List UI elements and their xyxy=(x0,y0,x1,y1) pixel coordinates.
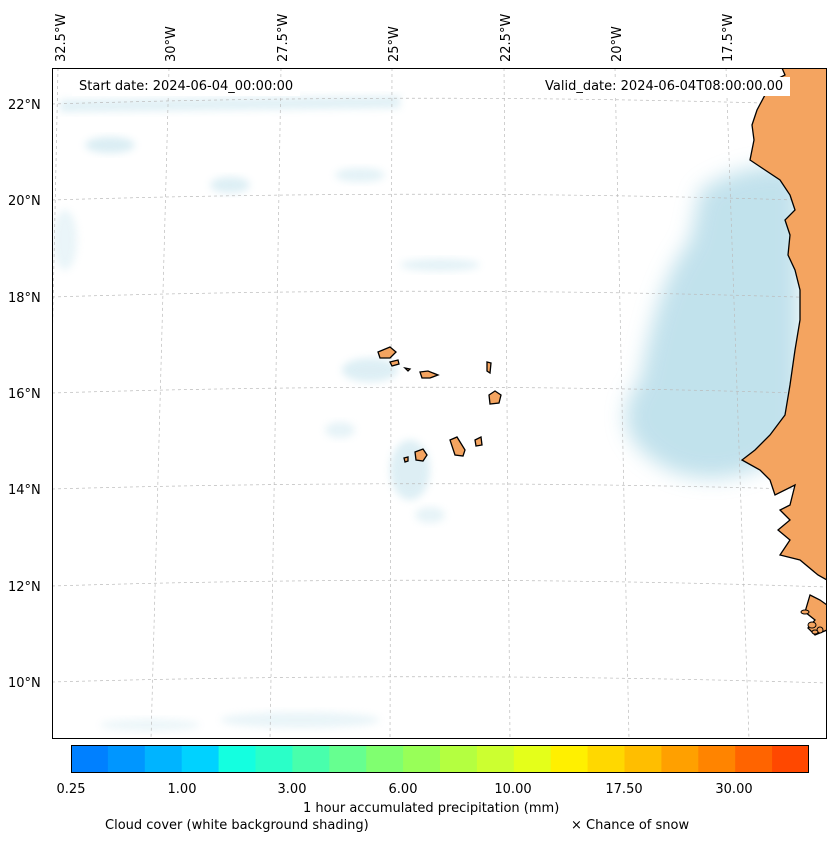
cloud-patch-5 xyxy=(342,358,398,382)
cloud-patch-4 xyxy=(400,259,480,271)
cloud-patch-9 xyxy=(220,712,380,728)
colorbar-tick: 6.00 xyxy=(388,782,418,797)
colorbar-cell xyxy=(144,745,183,773)
colorbar-cell xyxy=(218,745,256,773)
colorbar-tick: 1.00 xyxy=(167,782,197,797)
island-santo-antao xyxy=(377,346,397,359)
cloud-patch-7 xyxy=(325,422,355,438)
island-maio xyxy=(474,436,483,447)
lon-label-32-5w: 32.5°W xyxy=(54,13,69,62)
colorbar-cell xyxy=(476,745,515,773)
bissagos-islands xyxy=(800,609,824,635)
lon-label-17-5w: 17.5°W xyxy=(721,13,736,62)
cloud-streaks-north xyxy=(60,96,400,112)
cloud-patch-3 xyxy=(335,168,385,182)
colorbar-tick: 10.00 xyxy=(494,782,532,797)
colorbar-cell xyxy=(550,745,589,773)
africa-south-segment xyxy=(804,594,827,636)
lon-label-20w: 20°W xyxy=(610,26,625,62)
lat-label-22n: 22°N xyxy=(8,98,41,113)
valid-date-box: Valid_date: 2024-06-04T08:00:00.00 xyxy=(538,77,791,96)
map-panel[interactable] xyxy=(52,68,827,739)
island-sal xyxy=(486,361,492,375)
colorbar-cell xyxy=(366,745,404,773)
cloud-patch-10 xyxy=(100,719,200,731)
lat-label-12n: 12°N xyxy=(8,580,41,595)
cloud-cover xyxy=(53,96,800,731)
lon-label-25w: 25°W xyxy=(387,26,402,62)
colorbar-label: 1 hour accumulated precipitation (mm) xyxy=(303,801,560,816)
island-sao-vicente xyxy=(389,359,400,367)
lat-label-10n: 10°N xyxy=(8,676,41,691)
africa-land xyxy=(740,68,827,581)
colorbar-tick: 0.25 xyxy=(56,782,86,797)
colorbar-cell xyxy=(587,745,625,773)
colorbar-cell xyxy=(255,745,293,773)
colorbar xyxy=(71,745,809,773)
island-brava xyxy=(403,456,409,463)
colorbar-cell xyxy=(403,745,441,773)
lon-label-27-5w: 27.5°W xyxy=(276,13,291,62)
coastal-cloud-band xyxy=(625,166,800,479)
colorbar-tick: 3.00 xyxy=(277,782,307,797)
island-sao-nicolau xyxy=(419,370,440,379)
island-fogo xyxy=(414,448,428,462)
colorbar-cell xyxy=(735,745,773,773)
colorbar-cell xyxy=(698,745,736,773)
colorbar-cell xyxy=(624,745,662,773)
map-border xyxy=(52,68,827,739)
start-date-box: Start date: 2024-06-04_00:00:00 xyxy=(72,77,301,96)
cloud-patch-11 xyxy=(53,210,77,270)
colorbar-tick: 17.50 xyxy=(605,782,643,797)
island-boa-vista xyxy=(488,390,502,405)
lat-label-16n: 16°N xyxy=(8,387,41,402)
gridlines xyxy=(52,68,827,739)
colorbar-cell xyxy=(71,745,109,773)
lat-label-14n: 14°N xyxy=(8,483,41,498)
cloud-patch-6 xyxy=(390,440,430,500)
cloud-patch-1 xyxy=(85,137,135,153)
colorbar-cells xyxy=(71,745,809,773)
colorbar-cell xyxy=(440,745,478,773)
cloud-patch-8 xyxy=(415,507,445,523)
lon-label-30w: 30°W xyxy=(164,26,179,62)
snow-note: × Chance of snow xyxy=(571,818,690,833)
cloud-cover-note: Cloud cover (white background shading) xyxy=(105,818,369,833)
colorbar-cell xyxy=(661,745,699,773)
colorbar-border xyxy=(71,745,809,773)
colorbar-cell xyxy=(181,745,220,773)
island-santiago xyxy=(449,436,466,457)
island-santa-luzia xyxy=(403,366,412,372)
colorbar-cell xyxy=(329,745,367,773)
colorbar-cell xyxy=(107,745,146,773)
lon-label-22-5w: 22.5°W xyxy=(499,13,514,62)
colorbar-cell xyxy=(772,745,809,773)
lat-label-20n: 20°N xyxy=(8,194,41,209)
colorbar-cell xyxy=(292,745,330,773)
colorbar-tick: 30.00 xyxy=(715,782,753,797)
cape-verde-islands xyxy=(377,346,502,463)
colorbar-cell xyxy=(513,745,552,773)
lat-label-18n: 18°N xyxy=(8,291,41,306)
cloud-patch-2 xyxy=(210,177,250,193)
